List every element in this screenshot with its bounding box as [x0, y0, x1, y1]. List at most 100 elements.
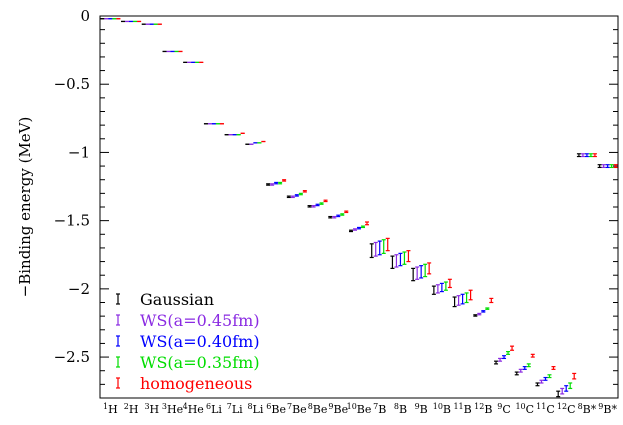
legend-label: homogeneous [140, 374, 252, 393]
bar-mark [460, 293, 465, 305]
bar-mark [609, 164, 614, 169]
bar-mark [319, 202, 324, 205]
bar-mark [498, 357, 503, 362]
bar-mark [605, 164, 610, 169]
x-category-label: 7Li [227, 402, 243, 416]
bar-mark [340, 213, 345, 216]
y-tick-label: −1 [68, 143, 90, 161]
y-tick-label: −2 [68, 280, 90, 298]
x-category-label: 8B* [578, 402, 597, 416]
bar-mark [402, 251, 407, 265]
bar-mark [556, 390, 561, 398]
bar-mark [522, 366, 527, 370]
bar-mark [535, 382, 540, 387]
bar-mark [473, 314, 478, 317]
bar-mark [415, 266, 420, 280]
bar-mark [468, 289, 473, 301]
x-category-label: 11B [453, 402, 471, 416]
legend-label: WS(a=0.45fm) [140, 311, 260, 330]
bar-mark [274, 181, 279, 185]
bar-mark [323, 199, 328, 203]
legend-entry: WS(a=0.45fm) [116, 311, 260, 330]
bar-mark [270, 183, 275, 186]
legend-entry: WS(a=0.40fm) [116, 332, 260, 351]
bar-mark [539, 379, 544, 384]
legend-entry: Gaussian [116, 290, 214, 309]
bar-mark [423, 263, 428, 278]
bar-mark [592, 153, 597, 158]
bar-mark [477, 312, 482, 316]
bar-mark [518, 368, 523, 373]
bar-mark [373, 241, 378, 257]
x-category-label: 12C [557, 402, 576, 416]
bar-mark [381, 239, 386, 254]
x-category-label: 6Be [266, 402, 286, 416]
legend-label: Gaussian [140, 290, 214, 309]
bar-mark [361, 225, 365, 229]
bar-mark [431, 285, 436, 295]
x-category-label: 10Be [347, 402, 372, 416]
bar-mark [601, 164, 606, 169]
x-category-label: 9B* [598, 402, 617, 416]
x-category-label: 8Be [308, 402, 328, 416]
bar-mark [282, 179, 287, 182]
bar-mark [332, 215, 337, 219]
bar-mark [613, 164, 618, 169]
bar-mark [547, 374, 552, 379]
legend-entry: homogeneous [116, 374, 252, 393]
y-tick-label: −0.5 [54, 75, 90, 93]
bar-mark [481, 310, 486, 313]
bar-mark [584, 153, 589, 158]
legend-label: WS(a=0.40fm) [140, 332, 260, 351]
bar-mark [456, 295, 461, 306]
bar-mark [427, 262, 432, 275]
x-category-label: 3He [162, 402, 183, 416]
x-category-label: 4He [183, 402, 204, 416]
x-category-label: 1H [103, 402, 118, 416]
y-tick-label: 0 [80, 7, 90, 25]
bar-mark [353, 228, 357, 231]
bar-mark [365, 221, 369, 226]
y-tick-label: −2.5 [54, 348, 90, 366]
bar-mark [369, 243, 374, 259]
x-category-label: 3H [144, 402, 159, 416]
bar-mark [349, 229, 353, 233]
bar-mark [298, 192, 303, 196]
x-category-label: 8B [394, 402, 407, 416]
bar-mark [452, 296, 457, 308]
bar-mark [564, 385, 569, 392]
bar-mark [572, 372, 577, 380]
x-category-label: 9Be [328, 402, 348, 416]
bar-mark [435, 284, 440, 294]
x-category-label: 10B [433, 402, 451, 416]
bar-mark [506, 351, 511, 355]
bar-mark [294, 194, 299, 197]
bar-mark [357, 226, 361, 230]
bar-mark [576, 153, 581, 158]
bar-mark [302, 190, 307, 193]
bar-mark [502, 355, 507, 360]
bar-mark [560, 387, 565, 395]
bar-mark [307, 205, 312, 208]
bar-mark [526, 363, 531, 368]
legend-entry: WS(a=0.35fm) [116, 353, 260, 372]
x-category-label: 9C [497, 402, 511, 416]
bar-mark [464, 292, 469, 304]
bar-mark [485, 307, 490, 310]
bar-mark [394, 254, 399, 268]
bar-mark [390, 255, 395, 269]
bar-mark [494, 360, 499, 365]
bar-mark [328, 215, 333, 219]
bar-mark [385, 237, 390, 252]
bar-mark [543, 376, 548, 381]
x-category-label: 11C [536, 402, 555, 416]
x-category-label: 2H [124, 402, 139, 416]
bar-mark [290, 195, 295, 199]
bar-mark [411, 267, 416, 282]
x-category-label: 7B [373, 402, 386, 416]
bar-mark [443, 281, 448, 291]
bar-mark [530, 353, 535, 358]
bar-mark [447, 278, 452, 289]
